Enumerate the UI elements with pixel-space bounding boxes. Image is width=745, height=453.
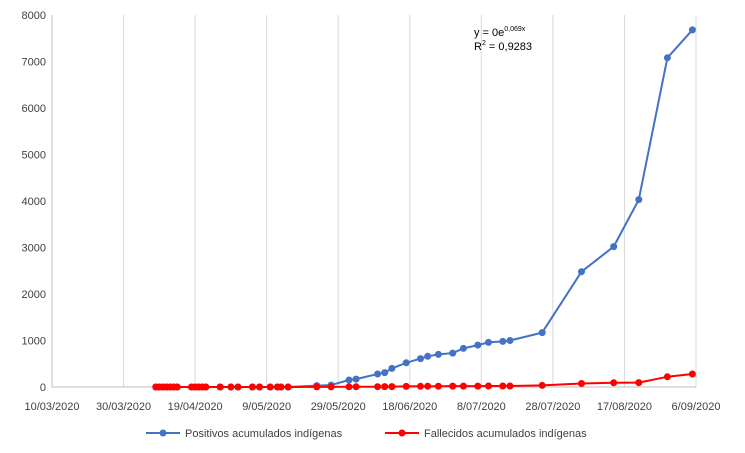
x-tick-label: 10/03/2020	[24, 401, 79, 413]
data-point	[173, 383, 181, 391]
data-point	[402, 382, 410, 390]
data-point	[248, 383, 256, 391]
equation-exponent: 0,069x	[504, 26, 526, 33]
gridlines	[123, 15, 697, 387]
data-point	[266, 383, 274, 391]
data-point	[434, 350, 442, 358]
data-point	[434, 382, 442, 390]
x-tick-label: 29/05/2020	[311, 401, 366, 413]
data-point	[578, 268, 585, 276]
r-squared-value: = 0,9283	[486, 41, 532, 53]
data-point	[459, 344, 467, 352]
data-point	[459, 382, 467, 390]
x-tick-label: 18/06/2020	[382, 401, 437, 413]
y-tick-label: 7000	[22, 57, 46, 69]
y-tick-label: 6000	[22, 103, 46, 115]
data-point	[474, 382, 482, 390]
x-tick-label: 30/03/2020	[96, 401, 151, 413]
data-point	[449, 349, 457, 357]
data-point	[506, 337, 514, 344]
r-squared-sup: 2	[482, 40, 486, 47]
data-point	[227, 383, 235, 391]
data-point	[374, 383, 382, 391]
y-tick-label: 0	[40, 382, 46, 394]
data-point	[388, 383, 396, 391]
data-point	[202, 383, 210, 391]
data-point	[635, 196, 643, 204]
y-tick-label: 3000	[22, 243, 46, 255]
data-point	[506, 382, 514, 390]
series-1	[152, 370, 696, 391]
x-tick-label: 19/04/2020	[168, 401, 223, 413]
data-point	[352, 383, 360, 391]
data-point	[345, 383, 353, 391]
data-point	[499, 337, 507, 345]
x-tick-label: 8/07/2020	[457, 401, 506, 413]
legend-label-fallecidos: Fallecidos acumulados indígenas	[424, 428, 587, 440]
data-point	[485, 338, 492, 346]
y-tick-label: 8000	[22, 10, 46, 22]
r-squared-line: R2 = 0,9283	[474, 40, 532, 53]
y-tick-label: 4000	[22, 196, 46, 208]
y-tick-label: 5000	[22, 150, 46, 162]
data-point	[374, 370, 382, 378]
data-point	[663, 54, 671, 62]
data-point	[216, 383, 224, 391]
equation-main: y = 0e	[474, 27, 504, 39]
data-point	[345, 376, 353, 384]
data-point	[388, 364, 396, 372]
x-tick-label: 9/05/2020	[242, 401, 291, 413]
data-point	[688, 370, 696, 378]
series-layer	[152, 26, 696, 391]
data-point	[610, 243, 618, 251]
legend-marker-positivos	[159, 429, 167, 437]
x-tick-label: 17/08/2020	[597, 401, 652, 413]
legend-label-positivos: Positivos acumulados indígenas	[185, 428, 343, 440]
data-point	[499, 382, 507, 390]
data-point	[610, 379, 618, 387]
data-point	[424, 382, 432, 390]
data-point	[663, 373, 671, 381]
equation-line: y = 0e0,069x	[474, 26, 526, 39]
legend-marker-fallecidos	[398, 429, 406, 437]
data-point	[313, 383, 321, 391]
data-point	[578, 380, 585, 387]
series-line	[155, 29, 694, 388]
data-point	[417, 355, 424, 363]
data-point	[284, 383, 292, 391]
trendline-equation: y = 0e0,069x R2 = 0,9283	[474, 26, 532, 53]
data-point	[417, 382, 424, 390]
legend: Positivos acumulados indígenas Fallecido…	[146, 428, 587, 440]
data-point	[402, 359, 410, 367]
axes: 10/03/2020 30/03/2020 19/04/2020 9/05/2020 2…	[22, 10, 721, 413]
data-point	[327, 383, 335, 391]
data-point	[449, 382, 457, 390]
data-point	[256, 383, 263, 391]
series-0	[152, 26, 696, 391]
y-tick-label: 2000	[22, 289, 46, 301]
data-point	[538, 329, 546, 337]
data-point	[688, 26, 696, 34]
data-point	[277, 383, 285, 391]
data-point	[424, 352, 432, 360]
data-point	[635, 379, 643, 387]
data-point	[352, 375, 360, 383]
y-tick-label: 1000	[22, 336, 46, 348]
r-squared-label: R	[474, 41, 482, 53]
data-point	[538, 381, 546, 389]
data-point	[381, 369, 389, 377]
x-tick-label: 6/09/2020	[672, 401, 721, 413]
data-point	[485, 382, 492, 390]
data-point	[474, 341, 482, 349]
x-tick-label: 28/07/2020	[525, 401, 580, 413]
data-point	[381, 383, 389, 391]
data-point	[234, 383, 242, 391]
